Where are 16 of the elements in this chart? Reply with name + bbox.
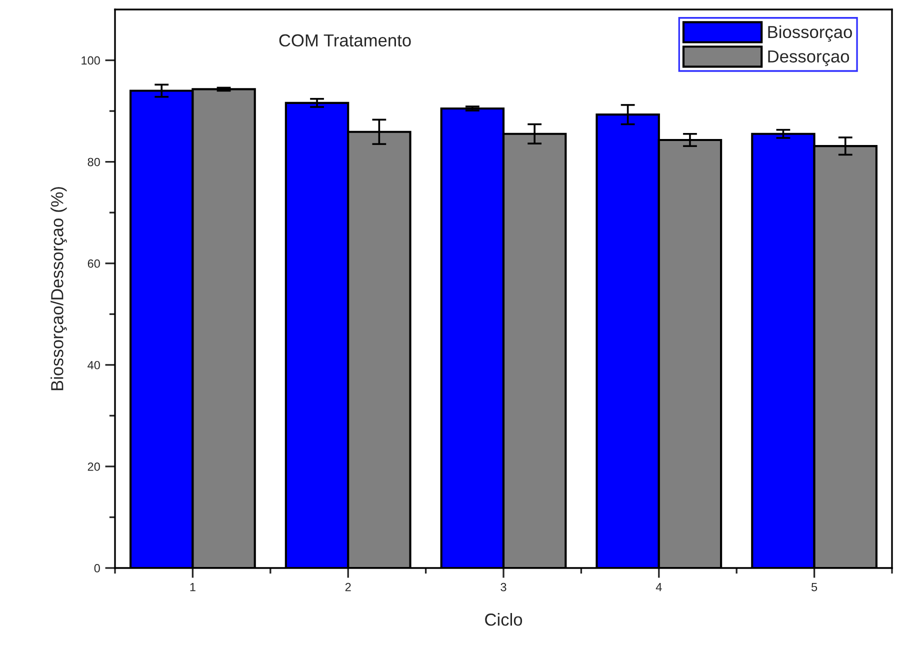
x-tick-label: 3: [500, 582, 506, 592]
text: COM Tratamento: [279, 34, 411, 47]
y-axis-title: Biossorçao/Dessorçao (%): [50, 187, 67, 390]
x-tick-label: 4: [656, 583, 662, 592]
y-tick-label: 0: [94, 564, 100, 572]
y-tick-label: 80: [88, 158, 100, 166]
x-tick-label: 1: [190, 583, 196, 592]
x-axis-title: Ciclo: [485, 613, 522, 626]
y-tick-label: 60: [88, 259, 100, 268]
y-tick-label: 40: [88, 360, 100, 370]
y-tick-label: 20: [88, 462, 100, 471]
legend-label: Dessorçao: [768, 50, 850, 66]
y-tick-label: 100: [82, 56, 100, 65]
x-tick-label: 5: [811, 583, 818, 592]
x-tick-label: 2: [345, 582, 351, 592]
legend-label: Biossorçao: [768, 25, 852, 42]
